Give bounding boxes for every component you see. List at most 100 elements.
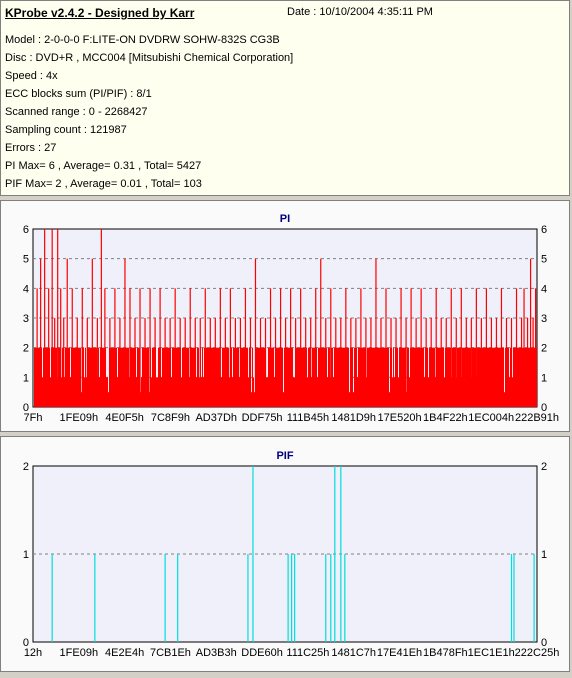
pi-bar: [470, 347, 471, 407]
pi-bar: [377, 347, 378, 407]
pi-bar: [359, 347, 360, 407]
pi-bar: [232, 377, 233, 407]
pi-bar: [108, 392, 109, 407]
pi-spike-bar: [485, 288, 487, 407]
pi-bar: [198, 347, 199, 407]
pi-bar: [379, 347, 380, 407]
pi-bar: [316, 347, 317, 407]
pi-bar: [494, 347, 495, 407]
pi-bar: [141, 377, 142, 407]
pi-bar: [483, 347, 484, 407]
pi-bar: [463, 347, 464, 407]
pi-bar: [272, 347, 273, 407]
pi-spike-bar: [199, 318, 201, 407]
x-tick-label: 1EC1E1h: [468, 647, 515, 659]
pi-bar: [269, 347, 270, 407]
pi-bar: [206, 347, 207, 407]
pi-bar: [404, 347, 405, 407]
pi-bar: [111, 347, 112, 407]
pi-bar: [83, 347, 84, 407]
pi-spike-bar: [520, 318, 523, 407]
pi-bar: [338, 347, 339, 407]
pi-spike-bar: [164, 318, 166, 407]
pi-bar: [337, 347, 338, 407]
pi-bar: [118, 347, 119, 407]
pi-spike-bar: [194, 318, 196, 407]
pi-bar: [228, 347, 229, 407]
pi-spike-bar: [119, 318, 121, 407]
pi-bar: [214, 347, 215, 407]
pi-bar: [298, 347, 299, 407]
y-tick-label-left: 5: [23, 254, 29, 266]
pi-bar: [184, 347, 185, 407]
pi-bar: [408, 347, 409, 407]
pi-bar: [352, 347, 353, 407]
pi-bar: [100, 347, 101, 407]
pi-bar: [68, 347, 69, 407]
pi-bar: [336, 347, 337, 407]
pi-bar: [399, 347, 400, 407]
pi-spike-bar: [435, 288, 437, 407]
pi-bar: [41, 347, 42, 407]
pi-bar: [176, 347, 177, 407]
pi-spike-bar: [91, 258, 93, 407]
pi-bar: [288, 347, 289, 407]
pi-spike-bar: [259, 318, 262, 407]
pi-spike-bar: [526, 318, 529, 407]
pi-bar: [502, 347, 503, 407]
pi-bar: [237, 347, 238, 407]
pif-spike-bar: [247, 554, 249, 642]
x-tick-label: 111C25h: [286, 647, 329, 659]
pi-bar: [479, 347, 480, 407]
pi-bar: [301, 347, 302, 407]
pi-bar: [197, 347, 198, 407]
pi-bar: [217, 347, 218, 407]
pi-bar: [163, 347, 164, 407]
pi-bar: [191, 347, 192, 407]
pi-bar: [291, 347, 292, 407]
x-tick-label: 1481D9h: [331, 412, 376, 424]
pi-bar: [444, 377, 445, 407]
pi-bar: [213, 347, 214, 407]
x-tick-label: 111B45h: [287, 412, 329, 424]
pi-bar: [43, 347, 44, 407]
pi-bar: [227, 347, 228, 407]
pi-bar: [131, 347, 132, 407]
pi-bar: [156, 377, 157, 407]
y-tick-label-right: 0: [541, 402, 547, 414]
pi-bar: [147, 347, 148, 407]
pi-bar: [81, 392, 82, 407]
pi-bar: [294, 377, 295, 407]
pi-bar: [34, 347, 35, 407]
pi-bar: [258, 347, 259, 407]
pi-bar: [465, 347, 466, 407]
pi-spike-bar: [495, 318, 498, 407]
pi-spike-bar: [81, 288, 83, 407]
y-tick-label-right: 2: [541, 343, 547, 355]
pi-bar: [346, 347, 347, 407]
pi-bar: [96, 347, 97, 407]
pi-bar: [103, 347, 104, 407]
pi-spike-bar: [360, 288, 362, 407]
pi-bar: [238, 347, 239, 407]
pi-bar: [387, 347, 388, 407]
pi-spike-bar: [532, 318, 534, 407]
y-tick-label-right: 3: [541, 313, 547, 325]
pi-bar: [73, 347, 74, 407]
y-tick-label-left: 4: [23, 283, 29, 295]
pi-bar: [388, 347, 389, 407]
pi-bar: [443, 347, 444, 407]
bars: [51, 466, 535, 642]
pi-bar: [534, 347, 535, 407]
pi-bar: [292, 347, 293, 407]
pi-bar: [312, 347, 313, 407]
pi-bar: [303, 347, 304, 407]
pi-bar: [448, 347, 449, 407]
pi-spike-bar: [405, 318, 407, 407]
pi-bar: [293, 377, 294, 407]
x-tick-label: DDE60h: [241, 647, 283, 659]
pi-bar: [302, 347, 303, 407]
pi-bar: [306, 347, 307, 407]
pi-spike-bar: [264, 318, 267, 407]
pi-bar: [64, 377, 65, 407]
